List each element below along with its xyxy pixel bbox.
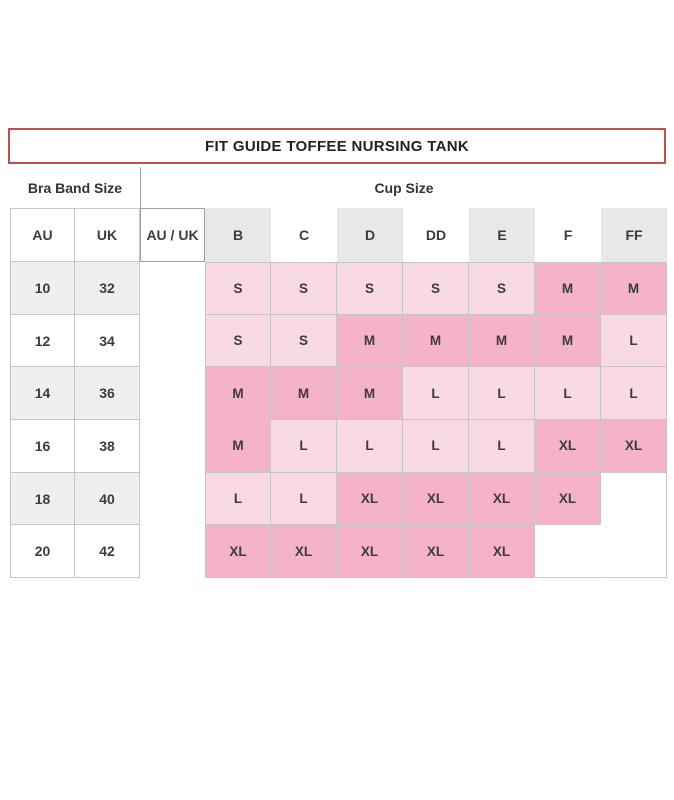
band-uk-cell: 36 [75,367,140,421]
size-cell: L [271,472,337,526]
size-cell: XL [469,525,535,579]
fit-guide-title-box: FIT GUIDE TOFFEE NURSING TANK [8,128,666,164]
size-cell: L [403,420,469,473]
cup-column-header-f: F [535,208,601,262]
size-cell [601,472,667,526]
size-cell: L [469,367,535,421]
size-cell: M [469,314,535,368]
column-header-uk: UK [75,208,140,262]
size-cell: M [205,367,271,421]
band-au-cell: 20 [10,525,75,579]
size-cell: S [337,262,403,315]
size-table: AU UK AU / UK B C D DD E F FF 10 32 S S … [10,208,667,579]
size-cell: S [271,314,337,368]
gap-cell [140,420,205,473]
size-cell: XL [403,525,469,579]
cup-column-header-e: E [469,208,535,262]
size-cell: M [601,262,667,315]
size-cell: S [271,262,337,315]
size-cell: XL [601,420,667,473]
size-cell: M [535,314,601,368]
gap-cell [140,367,205,421]
size-cell: M [271,367,337,421]
size-cell: L [535,367,601,421]
size-cell: L [337,420,403,473]
size-cell: L [205,472,271,526]
size-cell [535,525,601,579]
cup-column-header-dd: DD [403,208,469,262]
band-au-cell: 14 [10,367,75,421]
size-cell: L [403,367,469,421]
cup-column-header-c: C [271,208,337,262]
size-cell: L [601,367,667,421]
cup-column-header-b: B [205,208,271,262]
size-cell: XL [535,420,601,473]
size-cell: L [271,420,337,473]
size-cell: S [205,314,271,368]
size-cell: XL [403,472,469,526]
band-uk-cell: 38 [75,420,140,473]
band-uk-cell: 42 [75,525,140,579]
cup-column-header-d: D [337,208,403,262]
cup-size-group-header: Cup Size [374,179,434,196]
band-uk-cell: 34 [75,314,140,368]
fit-guide-title: FIT GUIDE TOFFEE NURSING TANK [205,137,469,155]
size-cell: M [337,314,403,368]
size-cell: L [469,420,535,473]
band-uk-cell: 32 [75,262,140,315]
size-cell: XL [271,525,337,579]
gap-cell [140,472,205,526]
size-cell: S [469,262,535,315]
band-uk-cell: 40 [75,472,140,526]
band-au-cell: 12 [10,314,75,368]
band-au-cell: 10 [10,262,75,315]
size-cell: M [205,420,271,473]
size-cell: M [403,314,469,368]
band-au-cell: 18 [10,472,75,526]
band-au-cell: 16 [10,420,75,473]
size-cell: XL [205,525,271,579]
size-cell: L [601,314,667,368]
gap-cell [140,262,205,315]
size-cell: XL [535,472,601,526]
size-cell: XL [337,472,403,526]
band-size-group-header: Bra Band Size [10,167,141,208]
size-cell [601,525,667,579]
size-cell: XL [337,525,403,579]
cup-column-header-ff: FF [601,208,667,262]
size-cell: M [535,262,601,315]
gap-cell [140,525,205,579]
gap-cell [140,314,205,368]
size-cell: S [205,262,271,315]
size-cell: S [403,262,469,315]
column-header-au-uk: AU / UK [140,208,205,262]
size-cell: XL [469,472,535,526]
size-cell: M [337,367,403,421]
column-header-au: AU [10,208,75,262]
